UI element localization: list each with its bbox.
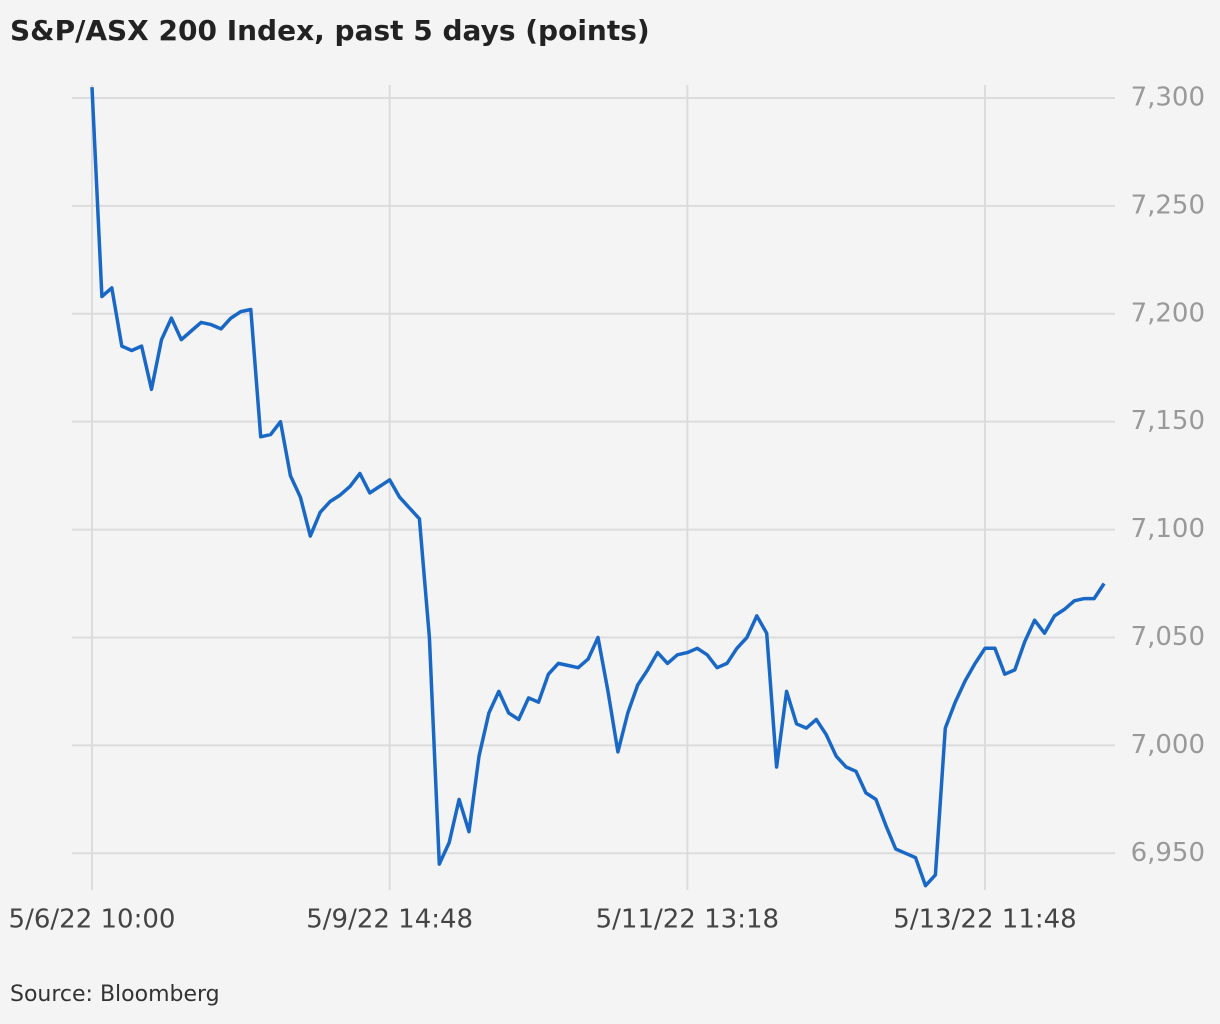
y-tick-label: 7,000	[1131, 730, 1205, 760]
y-tick-label: 7,200	[1131, 298, 1205, 328]
x-tick-label: 5/9/22 14:48	[306, 905, 473, 935]
y-tick-label: 7,150	[1131, 406, 1205, 436]
source: Source: Bloomberg	[10, 982, 220, 1007]
line	[90, 87, 1106, 888]
y-tick-label: 7,050	[1131, 622, 1205, 652]
y-tick-label: 7,250	[1131, 190, 1205, 220]
y-tick-label: 6,950	[1131, 838, 1205, 868]
chart-title: S&P/ASX 200 Index, past 5 days (points)	[10, 14, 650, 47]
x-tick-label: 5/6/22 10:00	[9, 905, 176, 935]
y-tick-label: 7,300	[1131, 82, 1205, 112]
y-tick-label: 7,100	[1131, 514, 1205, 544]
x-tick-label: 5/13/22 11:48	[893, 905, 1076, 935]
x-tick-label: 5/11/22 13:18	[596, 905, 779, 935]
